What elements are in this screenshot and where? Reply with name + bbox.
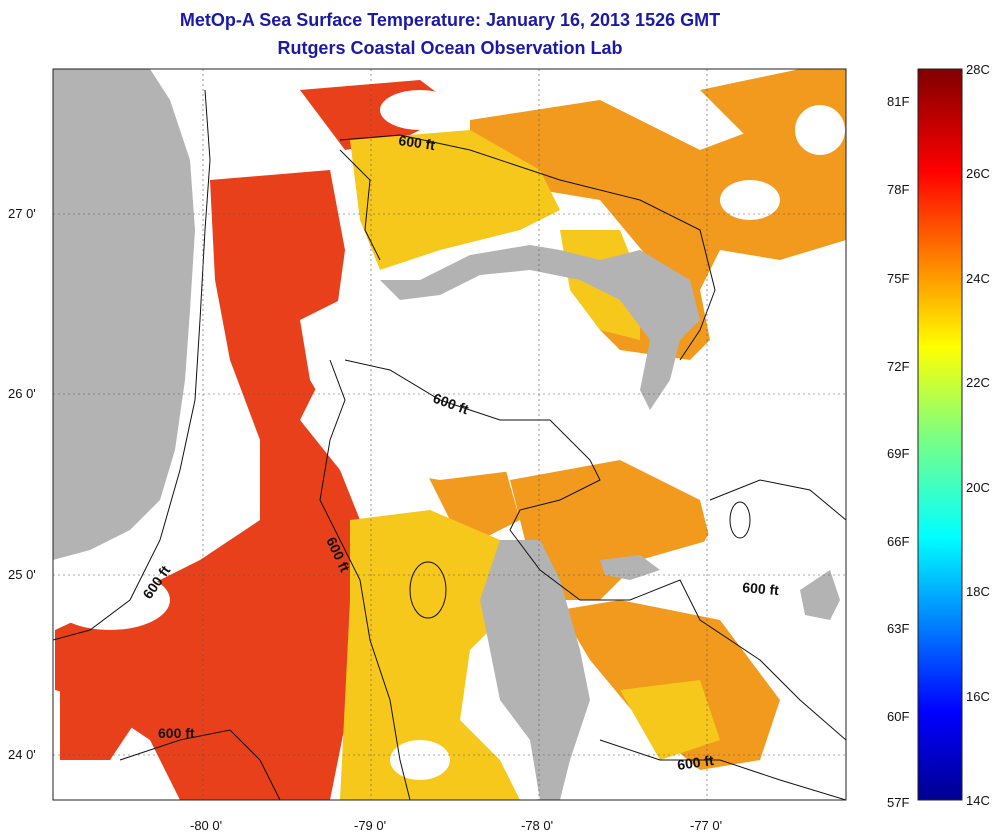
eleuthera-island bbox=[800, 570, 840, 620]
florida-peninsula bbox=[53, 69, 195, 560]
new-providence bbox=[600, 555, 660, 580]
colorbar-fahrenheit-label: 60F bbox=[887, 709, 910, 724]
x-tick-label: -79 0' bbox=[354, 818, 387, 833]
colorbar-celsius-label: 20C bbox=[966, 480, 990, 495]
colorbar-fahrenheit-label: 72F bbox=[887, 359, 910, 374]
colorbar-celsius-label: 22C bbox=[966, 375, 990, 390]
colorbar-fahrenheit-label: 57F bbox=[887, 795, 910, 810]
x-tick-label: -78 0' bbox=[521, 818, 554, 833]
x-tick-label: -77 0' bbox=[690, 818, 723, 833]
x-tick-label: -80 0' bbox=[190, 818, 223, 833]
colorbar-fahrenheit-label: 69F bbox=[887, 446, 910, 461]
map-title: MetOp-A Sea Surface Temperature: January… bbox=[179, 10, 721, 30]
colorbar-fahrenheit-label: 63F bbox=[887, 621, 910, 636]
y-tick-label: 27 0' bbox=[8, 206, 36, 221]
colorbar-celsius-label: 16C bbox=[966, 689, 990, 704]
colorbar-celsius-label: 24C bbox=[966, 271, 990, 286]
colorbar-celsius-label: 14C bbox=[966, 793, 990, 808]
colorbar-fahrenheit-label: 81F bbox=[887, 94, 910, 109]
colorbar-celsius-label: 26C bbox=[966, 166, 990, 181]
contour-label: 600 ft bbox=[158, 725, 195, 741]
colorbar-fahrenheit-label: 75F bbox=[887, 271, 910, 286]
colorbar-celsius-label: 28C bbox=[966, 62, 990, 77]
map-subtitle: Rutgers Coastal Ocean Observation Lab bbox=[277, 38, 623, 58]
colorbar-celsius-label: 18C bbox=[966, 584, 990, 599]
y-tick-label: 26 0' bbox=[8, 386, 36, 401]
graticule bbox=[53, 69, 846, 800]
map-frame bbox=[52, 68, 847, 801]
y-tick-label: 24 0' bbox=[8, 747, 36, 762]
land-masses bbox=[53, 69, 840, 800]
grand-bahama-abaco bbox=[380, 245, 700, 410]
bathymetry-contours bbox=[53, 89, 846, 800]
sst-warm-region bbox=[55, 80, 460, 800]
contour-label: 600 ft bbox=[676, 752, 715, 773]
andros-island bbox=[480, 540, 590, 800]
colorbar-fahrenheit-label: 78F bbox=[887, 182, 910, 197]
contour-label: 600 ft bbox=[742, 579, 780, 598]
colorbar-fahrenheit-label: 66F bbox=[887, 534, 910, 549]
y-tick-label: 25 0' bbox=[8, 567, 36, 582]
contour-label: 600 ft bbox=[398, 132, 437, 153]
